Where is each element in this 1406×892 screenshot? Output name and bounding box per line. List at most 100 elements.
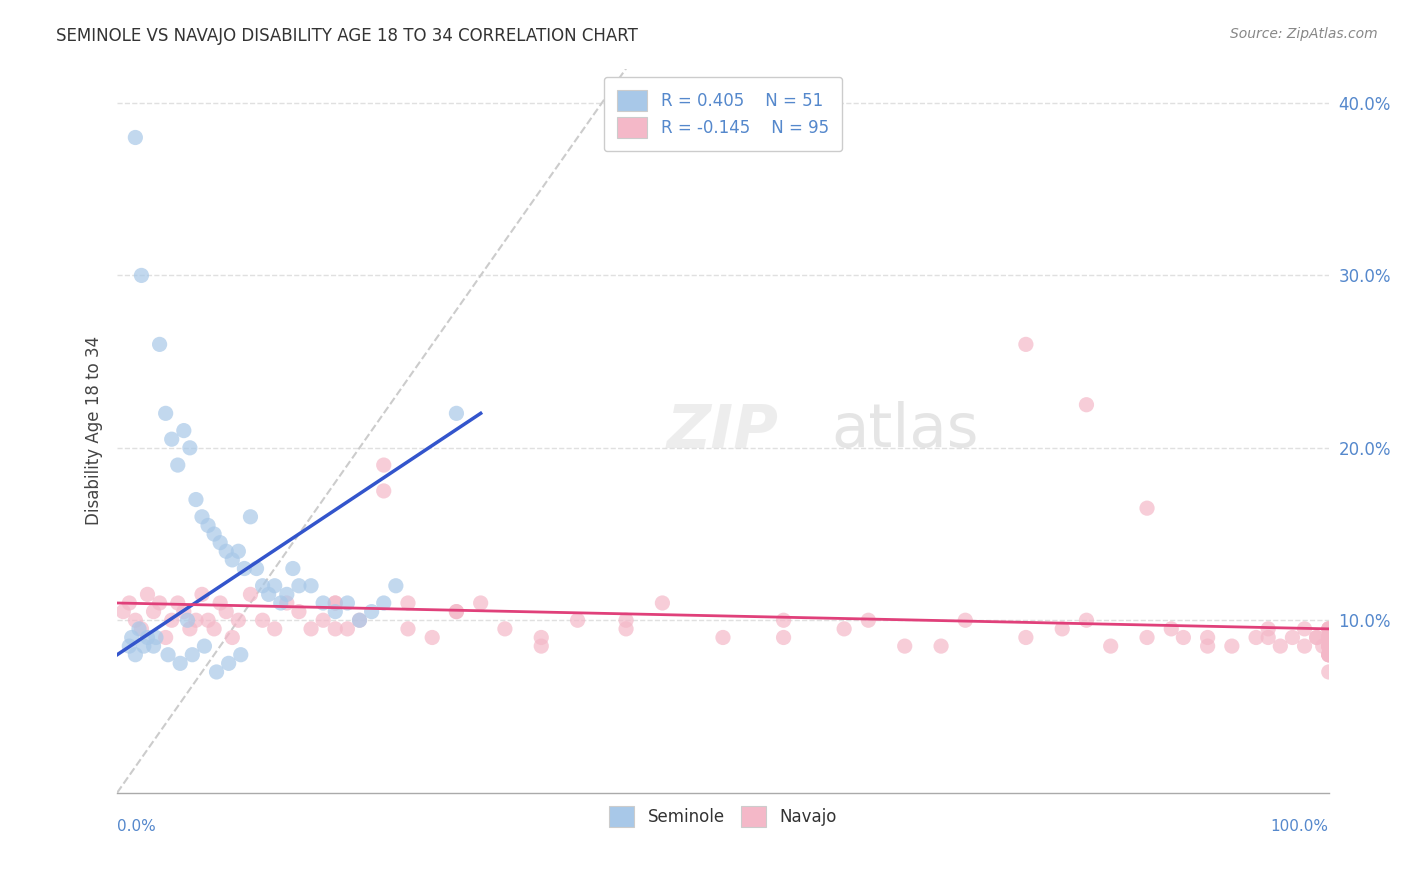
- Point: [245, 561, 267, 575]
- Point: [1076, 613, 1098, 627]
- Point: [1317, 631, 1340, 645]
- Point: [1257, 631, 1279, 645]
- Point: [276, 587, 298, 601]
- Point: [197, 613, 219, 627]
- Y-axis label: Disability Age 18 to 34: Disability Age 18 to 34: [86, 336, 103, 525]
- Point: [191, 509, 214, 524]
- Point: [323, 622, 346, 636]
- Point: [121, 631, 143, 645]
- Point: [1317, 639, 1340, 653]
- Point: [711, 631, 734, 645]
- Point: [651, 596, 673, 610]
- Point: [179, 622, 201, 636]
- Point: [252, 613, 274, 627]
- Text: SEMINOLE VS NAVAJO DISABILITY AGE 18 TO 34 CORRELATION CHART: SEMINOLE VS NAVAJO DISABILITY AGE 18 TO …: [56, 27, 638, 45]
- Point: [136, 631, 159, 645]
- Point: [614, 622, 637, 636]
- Point: [323, 605, 346, 619]
- Point: [1317, 631, 1340, 645]
- Point: [299, 579, 322, 593]
- Point: [323, 596, 346, 610]
- Point: [1136, 631, 1159, 645]
- Point: [218, 657, 240, 671]
- Point: [1173, 631, 1195, 645]
- Point: [858, 613, 880, 627]
- Point: [221, 631, 243, 645]
- Point: [349, 613, 371, 627]
- Point: [373, 483, 395, 498]
- Point: [276, 596, 298, 610]
- Point: [893, 639, 915, 653]
- Point: [288, 605, 311, 619]
- Point: [205, 665, 228, 679]
- Point: [1317, 622, 1340, 636]
- Point: [929, 639, 952, 653]
- Point: [202, 622, 225, 636]
- Point: [179, 441, 201, 455]
- Point: [1294, 639, 1316, 653]
- Point: [209, 535, 232, 549]
- Point: [1294, 622, 1316, 636]
- Point: [166, 596, 188, 610]
- Point: [349, 613, 371, 627]
- Text: atlas: atlas: [831, 401, 979, 460]
- Text: 100.0%: 100.0%: [1271, 820, 1329, 834]
- Point: [446, 406, 468, 420]
- Point: [124, 130, 146, 145]
- Point: [1317, 631, 1340, 645]
- Point: [1050, 622, 1073, 636]
- Point: [530, 631, 553, 645]
- Point: [1317, 648, 1340, 662]
- Point: [530, 639, 553, 653]
- Point: [1197, 639, 1219, 653]
- Point: [202, 527, 225, 541]
- Text: ZIP: ZIP: [666, 401, 779, 460]
- Point: [772, 631, 794, 645]
- Point: [1160, 622, 1182, 636]
- Point: [1317, 648, 1340, 662]
- Point: [1270, 639, 1292, 653]
- Point: [323, 596, 346, 610]
- Point: [446, 605, 468, 619]
- Point: [1099, 639, 1122, 653]
- Point: [142, 605, 165, 619]
- Point: [166, 458, 188, 472]
- Point: [1197, 631, 1219, 645]
- Point: [385, 579, 408, 593]
- Point: [1244, 631, 1267, 645]
- Point: [229, 648, 252, 662]
- Point: [155, 406, 177, 420]
- Point: [221, 553, 243, 567]
- Legend: Seminole, Navajo: Seminole, Navajo: [600, 798, 845, 835]
- Point: [124, 613, 146, 627]
- Point: [149, 596, 172, 610]
- Point: [1317, 639, 1340, 653]
- Point: [1305, 631, 1327, 645]
- Point: [181, 648, 204, 662]
- Point: [132, 639, 155, 653]
- Point: [169, 657, 191, 671]
- Point: [184, 492, 207, 507]
- Point: [470, 596, 492, 610]
- Point: [955, 613, 977, 627]
- Point: [263, 579, 285, 593]
- Point: [173, 605, 195, 619]
- Point: [1015, 337, 1038, 351]
- Point: [197, 518, 219, 533]
- Point: [142, 639, 165, 653]
- Point: [176, 613, 198, 627]
- Point: [193, 639, 215, 653]
- Point: [1317, 631, 1340, 645]
- Point: [373, 458, 395, 472]
- Point: [131, 268, 153, 283]
- Point: [1317, 639, 1340, 653]
- Point: [252, 579, 274, 593]
- Point: [112, 605, 135, 619]
- Point: [614, 613, 637, 627]
- Point: [1317, 622, 1340, 636]
- Point: [373, 596, 395, 610]
- Point: [312, 596, 335, 610]
- Point: [149, 337, 172, 351]
- Point: [396, 596, 419, 610]
- Point: [299, 622, 322, 636]
